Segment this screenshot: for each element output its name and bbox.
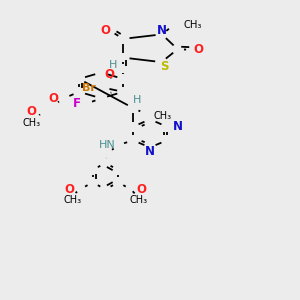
- Text: O: O: [194, 43, 204, 56]
- Text: O: O: [136, 183, 146, 196]
- Text: CH₃: CH₃: [184, 20, 202, 30]
- Text: N: N: [172, 120, 182, 133]
- Text: O: O: [105, 68, 115, 81]
- Text: CH₃: CH₃: [23, 118, 41, 128]
- Text: CH₃: CH₃: [64, 195, 82, 206]
- Text: O: O: [27, 105, 37, 118]
- Text: H: H: [133, 94, 141, 105]
- Text: O: O: [100, 24, 110, 37]
- Text: S: S: [160, 59, 169, 73]
- Text: CH₃: CH₃: [153, 111, 172, 122]
- Text: Br: Br: [82, 82, 96, 93]
- Text: O: O: [49, 92, 59, 105]
- Text: CH₃: CH₃: [130, 195, 148, 206]
- Text: HN: HN: [99, 140, 116, 150]
- Text: N: N: [145, 146, 155, 158]
- Text: N: N: [157, 24, 167, 37]
- Text: F: F: [73, 97, 81, 110]
- Text: O: O: [65, 183, 75, 196]
- Text: H: H: [108, 60, 117, 70]
